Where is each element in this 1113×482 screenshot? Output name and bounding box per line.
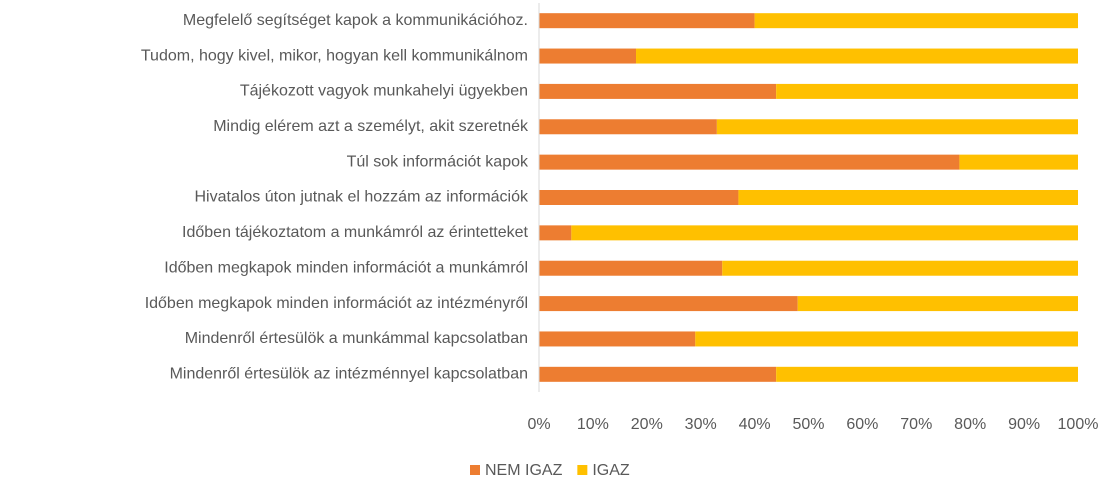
bar-segment (539, 225, 572, 241)
y-tick-label: Tudom, hogy kivel, mikor, hogyan kell ko… (141, 47, 528, 64)
bar-segment (776, 83, 1078, 99)
bar-segment (539, 48, 637, 64)
legend-swatch (577, 465, 588, 475)
bar-segment (738, 190, 1078, 205)
y-tick-label: Hivatalos úton jutnak el hozzám az infor… (195, 189, 529, 206)
x-tick-label: 100% (1058, 416, 1099, 433)
legend-label: IGAZ (592, 462, 630, 479)
x-tick-label: 70% (900, 416, 932, 433)
y-tick-label: Időben megkapok minden információt az in… (145, 295, 528, 312)
legend-label: NEM IGAZ (485, 462, 563, 479)
x-tick-label: 40% (739, 416, 771, 433)
bar-segment (959, 154, 1078, 170)
x-tick-label: 30% (685, 416, 717, 433)
bar-segment (539, 331, 696, 347)
bar-segment (716, 119, 1078, 135)
y-tick-label: Tájékozott vagyok munkahelyi ügyekben (240, 83, 528, 100)
bar-segment (797, 296, 1078, 312)
y-tick-label: Mindenről értesülök a munkámmal kapcsola… (185, 330, 528, 347)
y-tick-label: Időben tájékoztatom a munkámról az érint… (182, 224, 529, 241)
bar-segment (539, 13, 755, 29)
x-tick-label: 90% (1008, 416, 1040, 433)
bar-segment (539, 366, 777, 382)
x-tick-label: 60% (846, 416, 878, 433)
bar-segment (539, 154, 960, 170)
bar-segment (776, 366, 1078, 382)
x-tick-label: 0% (527, 416, 550, 433)
bar-segment (722, 260, 1078, 276)
bar-segment (571, 225, 1078, 241)
y-tick-label: Mindig elérem azt a személyt, akit szere… (213, 118, 529, 135)
bar-segment (539, 119, 717, 135)
bar-segment (539, 190, 739, 205)
bar-segment (695, 331, 1078, 347)
x-tick-label: 80% (954, 416, 986, 433)
y-tick-label: Túl sok információt kapok (347, 153, 529, 170)
y-tick-label: Időben megkapok minden információt a mun… (164, 259, 528, 276)
bar-segment (636, 48, 1078, 64)
legend-swatch (470, 465, 480, 475)
bar-segment (754, 13, 1078, 29)
y-tick-label: Megfelelő segítséget kapok a kommunikáci… (183, 12, 528, 29)
bar-segment (539, 260, 723, 276)
x-tick-label: 20% (631, 416, 663, 433)
y-tick-label: Mindenről értesülök az intézménnyel kapc… (170, 366, 528, 383)
x-tick-label: 10% (577, 416, 609, 433)
bar-segment (539, 296, 798, 312)
bar-segment (539, 83, 777, 99)
x-tick-label: 50% (792, 416, 824, 433)
